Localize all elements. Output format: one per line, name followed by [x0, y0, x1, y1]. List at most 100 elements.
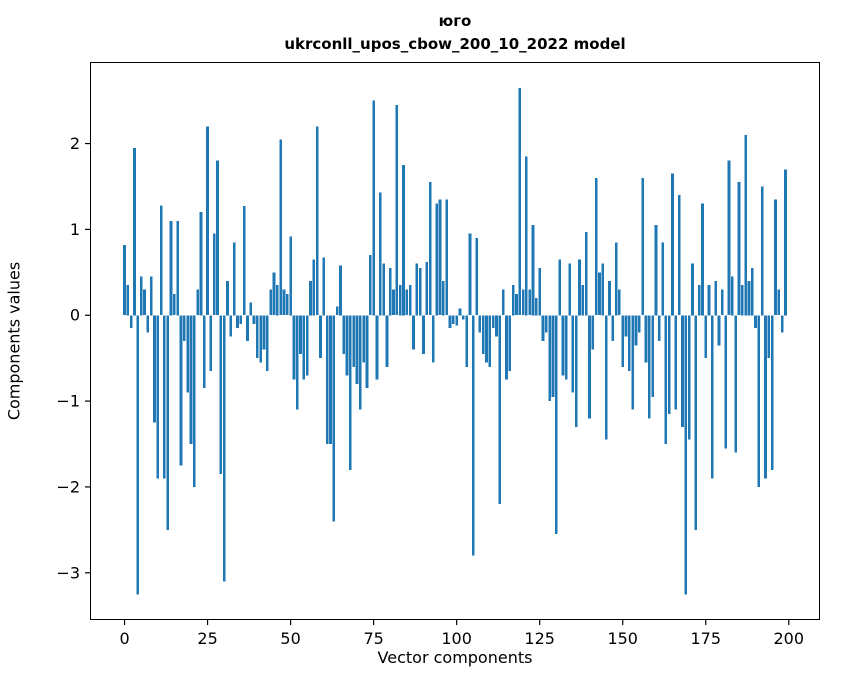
bar [611, 315, 615, 341]
bar [465, 315, 468, 367]
bar [335, 306, 339, 316]
bar [445, 199, 449, 316]
y-tick-label: −2 [56, 477, 80, 496]
bar [458, 308, 462, 316]
bar [740, 285, 744, 316]
bar [521, 289, 525, 316]
bar [149, 276, 153, 316]
bar [275, 285, 279, 316]
bar [704, 315, 708, 359]
bar [754, 315, 757, 329]
bar [747, 280, 751, 316]
bar [591, 315, 595, 350]
bar [697, 285, 701, 316]
bar [325, 315, 329, 445]
bar [468, 233, 472, 316]
bar [362, 315, 365, 363]
bar [721, 289, 724, 316]
y-axis-label: Components values [4, 261, 24, 421]
bar [554, 315, 558, 535]
bar [581, 285, 585, 316]
bar [392, 289, 395, 316]
bar [289, 236, 292, 316]
bar [624, 315, 628, 337]
bar [687, 315, 691, 440]
bar [256, 315, 259, 359]
bar [302, 315, 306, 380]
bar [428, 182, 432, 316]
bar [219, 315, 223, 475]
bar [737, 182, 741, 316]
bar [677, 195, 681, 316]
bar [372, 100, 375, 316]
bar [269, 289, 272, 316]
bar [295, 315, 299, 410]
bar [398, 285, 402, 316]
bar [272, 272, 276, 316]
y-tick-label: −1 [56, 392, 80, 411]
bar [727, 160, 731, 316]
bar [192, 315, 196, 487]
bar [461, 315, 465, 320]
bar [764, 315, 767, 479]
chart-subtitle: ukrconll_upos_cbow_200_10_2022 model [284, 35, 626, 53]
bar [707, 285, 711, 316]
bar [345, 315, 349, 376]
bar [647, 315, 651, 419]
bar [163, 315, 166, 479]
bar [252, 315, 256, 324]
bar [694, 315, 698, 530]
bar [259, 315, 263, 363]
bar [202, 315, 206, 389]
bar [282, 289, 286, 316]
bar [564, 315, 568, 380]
bar [216, 160, 219, 316]
bar [488, 315, 492, 367]
bar [777, 289, 781, 316]
bar [618, 289, 621, 316]
x-tick-label: 50 [280, 629, 300, 648]
bar [621, 315, 625, 367]
bar [179, 315, 183, 466]
x-tick-label: 175 [690, 629, 721, 648]
bar [528, 289, 532, 316]
bar [189, 315, 193, 445]
bar [212, 233, 216, 316]
bar [664, 315, 668, 445]
bar [744, 134, 747, 316]
bar [631, 315, 635, 410]
bar [601, 263, 605, 316]
bar [558, 259, 561, 316]
bar [196, 289, 199, 316]
bar [412, 315, 415, 350]
bar [166, 315, 170, 530]
bar [644, 315, 648, 363]
bar [545, 315, 548, 333]
bar [418, 268, 422, 316]
bar [246, 315, 249, 341]
bar [385, 315, 389, 367]
bar [146, 315, 150, 333]
bar [667, 315, 671, 414]
bar [415, 263, 419, 316]
bar [352, 315, 356, 367]
bar [634, 315, 638, 346]
bar [236, 315, 239, 329]
y-tick-label: 1 [70, 220, 80, 239]
bar [222, 315, 226, 582]
bar [315, 126, 319, 316]
bar [730, 276, 734, 316]
bar [285, 293, 289, 316]
bar [505, 315, 508, 380]
bar [309, 280, 312, 316]
x-tick-label: 125 [524, 629, 555, 648]
bar [242, 206, 246, 316]
bar [714, 280, 718, 316]
bar [531, 225, 535, 316]
bar [548, 315, 551, 402]
chart-title-block: юго ukrconll_upos_cbow_200_10_2022 model [90, 10, 820, 56]
bar [266, 315, 269, 372]
bar [339, 265, 342, 316]
bar [186, 315, 189, 393]
